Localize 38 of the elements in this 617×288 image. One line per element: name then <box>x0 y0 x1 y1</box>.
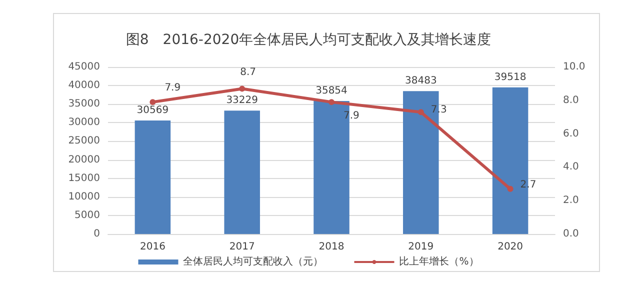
y2-tick-label: 2.0 <box>563 195 579 206</box>
y-tick-label: 45000 <box>68 62 100 72</box>
y2-tick-label: 8.0 <box>563 94 579 106</box>
y-tick-label: 40000 <box>68 80 100 92</box>
y2-tick-label: 4.0 <box>563 162 579 173</box>
y-tick-label: 5000 <box>74 210 100 221</box>
chart-title: 图8 2016-2020年全体居民人均可支配收入及其增长速度 <box>126 32 492 48</box>
x-tick-label: 2019 <box>408 242 434 252</box>
y2-tick-label: 10.0 <box>563 62 586 72</box>
y-tick-label: 10000 <box>68 191 100 202</box>
y-tick-label: 25000 <box>68 136 100 147</box>
y2-tick-label: 6.0 <box>563 128 579 140</box>
point <box>328 99 334 106</box>
data-label: 30569 <box>136 105 169 116</box>
data-label: 39518 <box>494 72 526 83</box>
data-label: 35854 <box>316 85 348 96</box>
data-label: 33229 <box>226 95 258 106</box>
data-label: 38483 <box>404 76 437 87</box>
x-tick-label: 2018 <box>318 242 344 252</box>
x-tick-label: 2020 <box>498 242 524 252</box>
point <box>239 86 246 92</box>
bar <box>224 110 260 234</box>
y-tick-label: 35000 <box>68 98 100 110</box>
x-tick-label: 2017 <box>229 242 255 252</box>
bar <box>134 120 171 234</box>
y-tick-label: 20000 <box>68 154 100 166</box>
legend-label: 比上年增长（%） <box>399 256 479 268</box>
point <box>418 109 424 116</box>
legend-label: 全体居民人均可支配收入（元） <box>183 256 324 268</box>
point <box>150 99 156 106</box>
y-tick-label: 30000 <box>68 117 100 128</box>
data-label: 7.9 <box>164 82 181 94</box>
data-label: 8.7 <box>240 67 256 78</box>
x-tick-label: 2016 <box>140 242 166 252</box>
point <box>507 186 514 192</box>
y2-tick-label: 0.0 <box>563 228 579 240</box>
y-tick-label: 15000 <box>68 172 100 184</box>
y-tick-label: 0 <box>94 228 100 240</box>
